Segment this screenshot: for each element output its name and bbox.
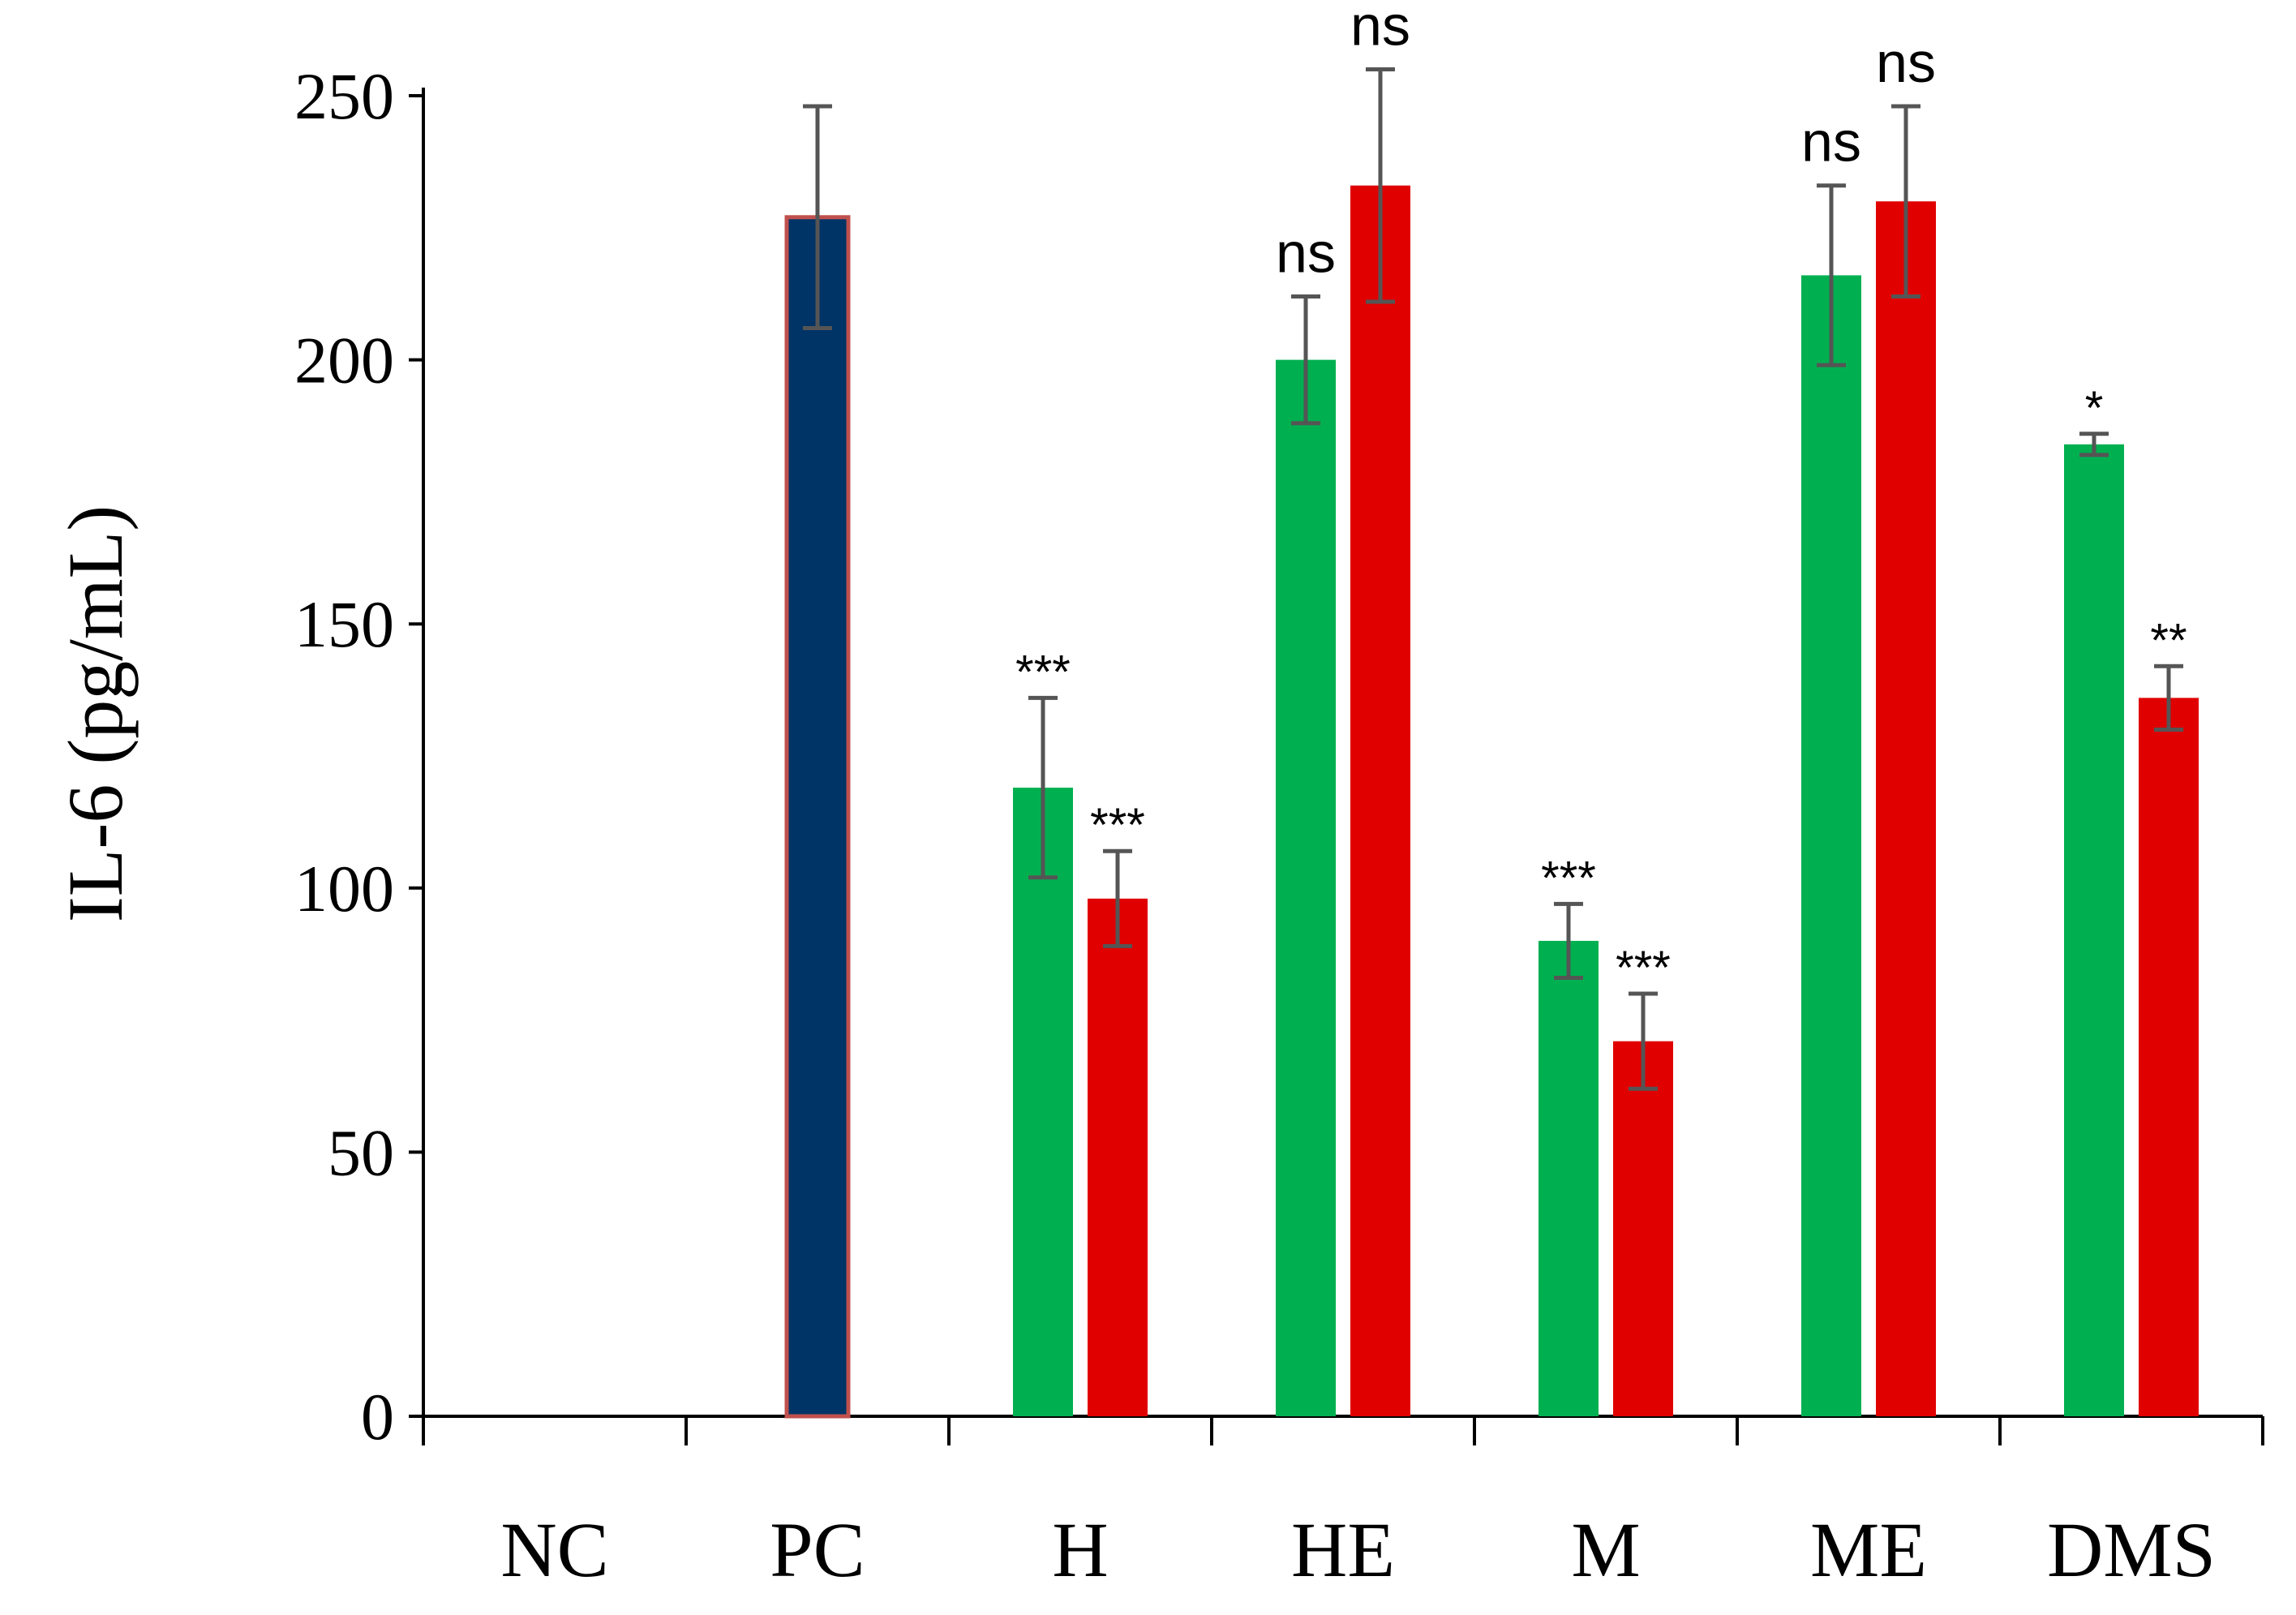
y-tick-label: 50	[328, 1115, 394, 1189]
significance-label: ns	[1350, 0, 1410, 57]
significance-label: ns	[1876, 31, 1936, 94]
significance-label: ***	[1541, 852, 1596, 904]
red-bar-h	[1088, 898, 1148, 1416]
x-category-label: DMS	[2047, 1506, 2216, 1593]
red-bar-dms	[2139, 698, 2199, 1416]
x-category-label: NC	[500, 1506, 608, 1593]
significance-label: ns	[1276, 221, 1336, 284]
significance-label: ns	[1801, 110, 1861, 174]
significance-label: ***	[1616, 942, 1671, 994]
green-bar-he	[1276, 359, 1336, 1417]
green-bar-me	[1801, 275, 1861, 1417]
error-bars-layer	[803, 67, 2183, 1091]
y-tick-label: 150	[294, 587, 394, 661]
green-bar-m	[1539, 940, 1599, 1416]
y-tick-label: 0	[361, 1380, 394, 1454]
significance-label: **	[2150, 614, 2187, 667]
x-category-label: H	[1052, 1506, 1108, 1593]
y-axis-title: IL-6 (pg/mL)	[52, 505, 139, 923]
significance-label: *	[2085, 382, 2104, 435]
x-category-label: M	[1571, 1506, 1640, 1593]
green-bar-h	[1013, 788, 1073, 1416]
significance-label: ***	[1090, 799, 1145, 852]
red-bar-me	[1876, 201, 1936, 1417]
green-bar-dms	[2064, 444, 2124, 1416]
x-category-label: HE	[1291, 1506, 1395, 1593]
red-bar-m	[1613, 1041, 1673, 1416]
axes-layer: 0 50 100 150 200 250 NC PC H HE M ME DMS	[294, 59, 2264, 1593]
x-category-label: ME	[1810, 1506, 1927, 1593]
y-tick-label: 250	[294, 59, 394, 133]
red-bar-he	[1350, 185, 1410, 1417]
bar-pc	[784, 215, 851, 1419]
bars-layer	[784, 185, 2199, 1419]
x-category-label: PC	[770, 1506, 865, 1593]
significance-label: ***	[1015, 646, 1071, 698]
y-tick-label: 200	[294, 324, 394, 397]
y-tick-label: 100	[294, 852, 394, 926]
